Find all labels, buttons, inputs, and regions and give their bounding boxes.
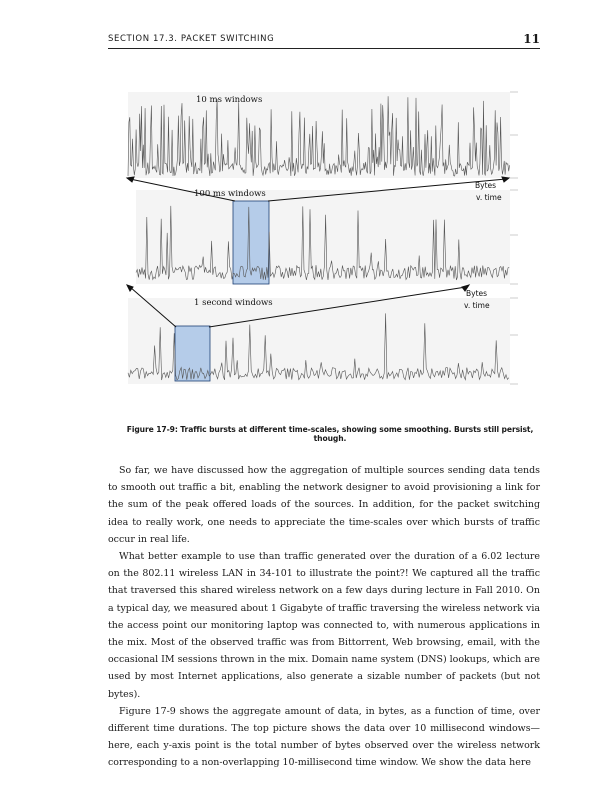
paragraph-3: Figure 17-9 shows the aggregate amount o… <box>108 705 540 769</box>
page-number: 11 <box>523 32 540 46</box>
annotation-bytes-2a: Bytes <box>466 289 487 298</box>
trace-1s <box>127 313 510 381</box>
panel-label-10ms: 10 ms windows <box>196 95 262 105</box>
right-axis-ticks <box>510 91 518 385</box>
annotation-bytes-1b: v. time <box>476 193 502 202</box>
zoom-lines <box>125 176 511 328</box>
body-text: So far, we have discussed how the aggreg… <box>108 462 540 772</box>
panel-100ms-plot <box>136 190 510 284</box>
running-header: Section 17.3. Packet Switching 11 <box>108 32 540 49</box>
trace-10ms <box>127 96 510 177</box>
trace-100ms <box>135 205 510 281</box>
figure-caption: Figure 17-9: Traffic bursts at different… <box>126 425 534 443</box>
paragraph-2: What better example to use than traffic … <box>108 551 540 700</box>
annotation-bytes-2b: v. time <box>464 301 490 310</box>
panel-label-1s: 1 second windows <box>194 298 273 308</box>
highlight-box-100ms <box>232 200 270 285</box>
annotation-bytes-1a: Bytes <box>475 181 496 190</box>
panel-label-100ms: 100 ms windows <box>194 189 266 199</box>
section-title: Section 17.3. Packet Switching <box>108 34 275 44</box>
highlight-box-1s <box>174 325 211 382</box>
traffic-figure: 10 ms windows 100 ms windows 1 second wi… <box>125 91 518 385</box>
paragraph-1: So far, we have discussed how the aggreg… <box>108 465 540 545</box>
